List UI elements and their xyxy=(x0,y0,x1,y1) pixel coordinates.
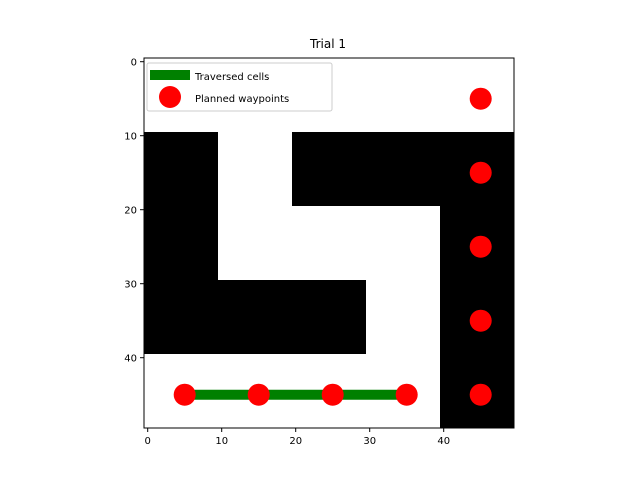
waypoint-4 xyxy=(469,309,492,332)
y-tick-label: 10 xyxy=(124,132,137,143)
x-tick-label: 40 xyxy=(437,436,450,447)
x-tick-label: 10 xyxy=(215,436,228,447)
chart-title: Trial 1 xyxy=(309,37,346,51)
waypoint-7 xyxy=(247,383,270,406)
waypoint-3 xyxy=(469,235,492,258)
x-tick-label: 20 xyxy=(289,436,302,447)
legend: Traversed cells Planned waypoints xyxy=(146,62,333,112)
obstacle-1 xyxy=(144,132,218,354)
legend-waypoint-label: Planned waypoints xyxy=(195,94,289,105)
waypoint-2 xyxy=(469,161,492,184)
y-tick-label: 0 xyxy=(131,58,137,69)
obstacle-3 xyxy=(292,132,440,206)
plot-area xyxy=(144,58,514,428)
obstacle-2 xyxy=(218,280,366,354)
axes: 0 10 20 30 40 0 10 20 30 40 xyxy=(124,57,515,447)
y-tick-label: 20 xyxy=(124,206,137,217)
plot-frame xyxy=(143,57,515,429)
waypoint-5 xyxy=(469,383,492,406)
waypoint-8 xyxy=(321,383,344,406)
x-tick-label: 0 xyxy=(145,436,151,447)
y-tick-label: 30 xyxy=(124,280,137,291)
x-tick-label: 30 xyxy=(363,436,376,447)
legend-box xyxy=(146,62,333,112)
legend-waypoint-swatch xyxy=(159,86,181,108)
waypoint-6 xyxy=(173,383,196,406)
y-tick-label: 40 xyxy=(124,354,137,365)
waypoint-1 xyxy=(469,87,492,110)
legend-traversed-label: Traversed cells xyxy=(194,72,269,83)
waypoint-9 xyxy=(395,383,418,406)
